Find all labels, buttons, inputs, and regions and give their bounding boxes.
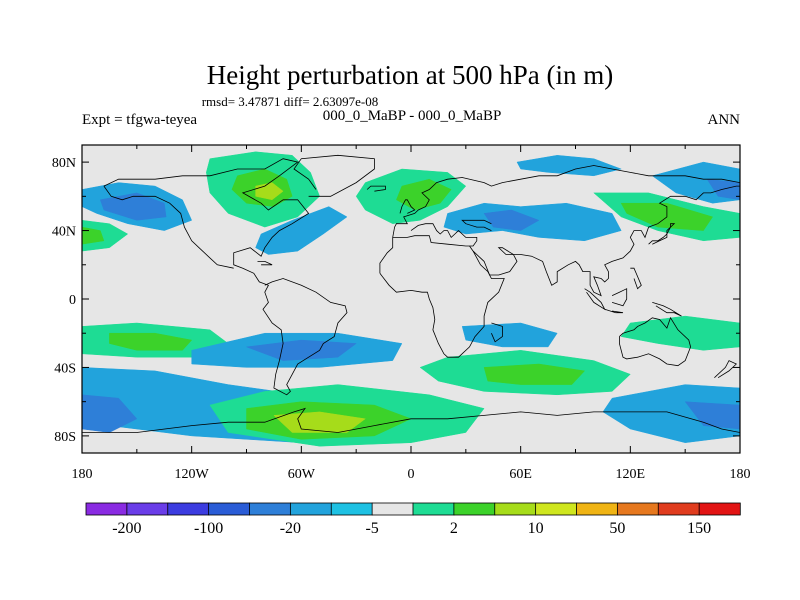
- chart-title: Height perturbation at 500 hPa (in m): [207, 60, 613, 90]
- coastline-segment: [399, 199, 416, 214]
- coastline-segment: [714, 360, 738, 379]
- coastline-segment: [392, 223, 478, 247]
- contour-region-s-indian-high-core: [483, 363, 585, 385]
- colorbar-swatch: [371, 502, 414, 516]
- contour-region-antarctic-high-peak: [273, 411, 366, 433]
- colorbar-swatch: [616, 502, 659, 516]
- coastline-segment: [491, 322, 503, 343]
- map-plot: 180 120W 60W 0 60E 120E 180 80N 40N 0 40S 80S: [52, 144, 751, 482]
- contour-region-australia-high: [620, 315, 740, 351]
- x-tick-label: 180: [72, 467, 93, 482]
- coastline-segment: [472, 185, 740, 297]
- colorbar-label: -20: [280, 520, 301, 537]
- colorbar-label: -100: [194, 520, 223, 537]
- coastline-segment: [103, 158, 348, 396]
- contour-region-ne-pacific-low-core: [706, 178, 740, 201]
- coastline-segment: [103, 185, 234, 269]
- y-tick-label: 80S: [54, 430, 76, 445]
- right-string: ANN: [708, 112, 741, 128]
- contour-region-n-pacific-low-core: [100, 192, 167, 221]
- y-tick-label: 80N: [52, 156, 76, 171]
- colorbar-label: 2: [450, 520, 458, 537]
- colorbar-label: 50: [609, 520, 625, 537]
- colorbar-swatch: [535, 502, 578, 516]
- coastline-segment: [392, 165, 740, 238]
- coastline-segment: [630, 267, 642, 290]
- left-string: Expt = tfgwa-teyea: [82, 112, 197, 128]
- coastline-segment: [648, 223, 676, 245]
- colorbar-label: -200: [112, 520, 141, 537]
- colorbar-swatch: [412, 502, 455, 516]
- colorbar-swatch: [330, 502, 373, 516]
- colorbar-swatch: [126, 502, 169, 516]
- contour-region-s-indian-low: [461, 322, 558, 348]
- chart-subtitle: rmsd= 3.47871 diff= 2.63097e-08: [202, 94, 379, 109]
- y-tick-label: 0: [69, 293, 76, 308]
- colorbar-swatch: [698, 502, 741, 516]
- colorbar-swatch: [494, 502, 537, 516]
- colorbar-label: 150: [687, 520, 711, 537]
- contour-region-southern-ocean-low-core: [82, 394, 138, 433]
- x-tick-label: 60W: [288, 467, 316, 482]
- coastline-segment: [257, 260, 273, 266]
- colorbar-swatch: [657, 502, 700, 516]
- x-tick-label: 60E: [509, 467, 532, 482]
- coastline-segment: [611, 288, 628, 307]
- coastline-segment: [584, 288, 606, 311]
- coastline-segment: [652, 302, 682, 317]
- coastline-segment: [366, 185, 386, 192]
- contour-fills: [82, 151, 740, 447]
- colorbar-swatch: [576, 502, 619, 516]
- y-tick-label: 40S: [54, 361, 76, 376]
- contour-region-asia-low-core: [483, 209, 540, 231]
- colorbar-label: -5: [365, 520, 378, 537]
- coastline-segment: [461, 219, 492, 231]
- coastline-segment: [82, 407, 740, 433]
- colorbar-swatch: [453, 502, 496, 516]
- colorbar-swatch: [249, 502, 292, 516]
- coastlines: [82, 154, 740, 433]
- colorbar-swatch: [85, 502, 128, 516]
- coastline-segment: [379, 245, 505, 358]
- contour-region-w-pacific-high: [82, 220, 128, 252]
- y-tick-label: 40N: [52, 225, 76, 240]
- x-tick-label: 0: [408, 467, 415, 482]
- contour-region-w-pacific-high-core: [82, 226, 105, 245]
- coastline-segment: [604, 308, 624, 314]
- colorbar-swatch: [208, 502, 251, 516]
- x-axis: 180 120W 60W 0 60E 120E 180: [72, 145, 751, 482]
- x-tick-label: 180: [730, 467, 751, 482]
- colorbar-label: 10: [528, 520, 544, 537]
- contour-region-se-pacific-low: [602, 384, 740, 443]
- contour-region-arctic-asia-low: [516, 155, 622, 177]
- colorbar: -200 -100 -20 -5 2 10 50 150: [85, 502, 741, 537]
- coastline-segment: [619, 316, 692, 367]
- x-tick-label: 120E: [616, 467, 646, 482]
- colorbar-swatch: [289, 502, 332, 516]
- center-string: 000_0_MaBP - 000_0_MaBP: [323, 108, 502, 124]
- coastline-segment: [293, 154, 375, 197]
- contour-region-s-pacific-high-core: [109, 332, 192, 351]
- contour-region-se-pacific-low-core: [684, 401, 740, 430]
- contour-region-s-atlantic-low-core: [246, 339, 357, 361]
- x-tick-label: 120W: [175, 467, 210, 482]
- y-axis: 80N 40N 0 40S 80S: [52, 156, 740, 445]
- coastline-segment: [379, 237, 394, 274]
- colorbar-swatch: [167, 502, 210, 516]
